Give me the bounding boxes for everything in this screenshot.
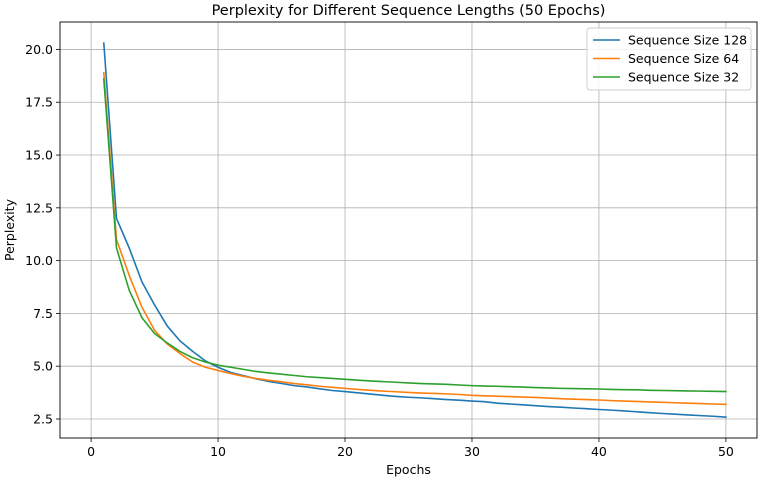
legend-label-1: Sequence Size 64 (628, 51, 739, 66)
y-tick-label: 7.5 (33, 306, 53, 321)
series-line-1 (102, 71, 727, 406)
y-tick-label: 2.5 (33, 411, 53, 426)
chart-title: Perplexity for Different Sequence Length… (212, 3, 606, 19)
gridlines (60, 22, 757, 438)
y-axis-title: Perplexity (2, 198, 17, 261)
x-tick-label: 20 (337, 444, 353, 459)
x-tick-label: 10 (210, 444, 226, 459)
plot-area-frame (59, 21, 758, 439)
y-tick-label: 5.0 (33, 359, 53, 374)
legend-label-0: Sequence Size 128 (628, 33, 747, 48)
series-lines (102, 42, 727, 418)
y-tick-label: 15.0 (25, 148, 53, 163)
x-axis-title: Epochs (386, 462, 431, 477)
y-tick-label: 12.5 (25, 200, 53, 215)
series-line-2 (102, 78, 727, 393)
x-tick-label: 40 (591, 444, 607, 459)
y-tick-label: 17.5 (25, 95, 53, 110)
legend-label-2: Sequence Size 32 (628, 70, 739, 85)
x-tick-label: 30 (464, 444, 480, 459)
legend-box (586, 27, 752, 91)
y-tick-label: 10.0 (25, 253, 53, 268)
axis-ticks: 0 10 20 30 40 50 2.5 5.0 7.5 10.0 12.5 15.0 17.5 20.0 (25, 42, 734, 459)
x-tick-label: 50 (718, 444, 734, 459)
x-tick-label: 0 (87, 444, 95, 459)
legend: Sequence Size 128 Sequence Size 64 Sequenc… (586, 27, 752, 91)
y-tick-label: 20.0 (25, 42, 53, 57)
